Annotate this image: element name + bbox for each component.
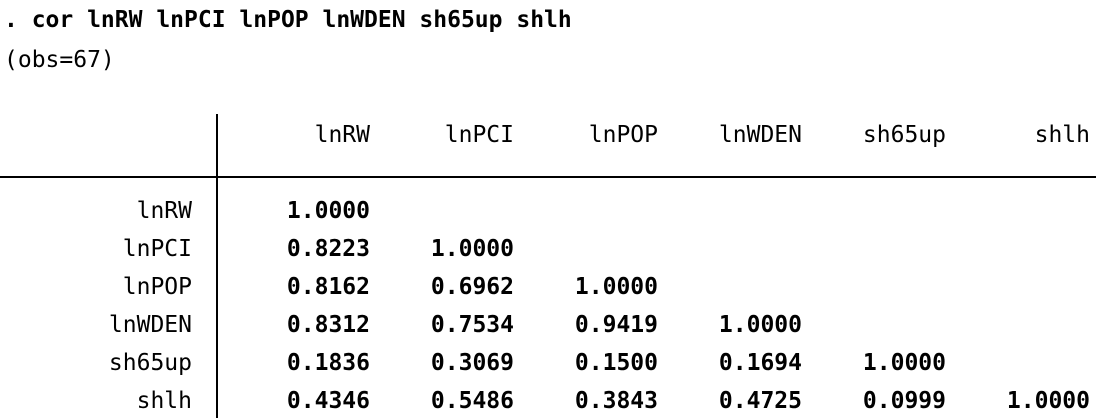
table-cell: 0.8223 [286, 236, 370, 262]
column-header-lnWDEN: lnWDEN [718, 122, 802, 148]
column-header-lnPOP: lnPOP [588, 122, 658, 148]
column-header-sh65up: sh65up [862, 122, 946, 148]
column-header-lnRW: lnRW [314, 122, 370, 148]
table-cell: 1.0000 [1006, 388, 1090, 414]
row-label-shlh: shlh [136, 388, 192, 414]
row-label-lnPCI: lnPCI [122, 236, 192, 262]
table-cell: 0.7534 [430, 312, 514, 338]
table-cell: 0.4725 [718, 388, 802, 414]
column-header-shlh: shlh [1034, 122, 1090, 148]
table-cell: 0.6962 [430, 274, 514, 300]
table-cell: 1.0000 [286, 198, 370, 224]
table-cell: 0.1836 [286, 350, 370, 376]
table-cell: 1.0000 [718, 312, 802, 338]
table-cell: 0.9419 [574, 312, 658, 338]
table-cell: 0.5486 [430, 388, 514, 414]
command-line: . cor lnRW lnPCI lnPOP lnWDEN sh65up shl… [4, 7, 572, 33]
obs-count: (obs=67) [4, 47, 115, 73]
table-cell: 0.4346 [286, 388, 370, 414]
table-cell: 1.0000 [862, 350, 946, 376]
table-cell: 0.0999 [862, 388, 946, 414]
table-header-divider [0, 176, 1096, 178]
row-label-lnWDEN: lnWDEN [108, 312, 192, 338]
row-label-lnPOP: lnPOP [122, 274, 192, 300]
row-label-lnRW: lnRW [136, 198, 192, 224]
column-header-lnPCI: lnPCI [444, 122, 514, 148]
row-label-sh65up: sh65up [108, 350, 192, 376]
table-cell: 0.8312 [286, 312, 370, 338]
table-cell: 0.1694 [718, 350, 802, 376]
table-cell: 1.0000 [430, 236, 514, 262]
table-row-label-divider [216, 114, 218, 418]
table-cell: 1.0000 [574, 274, 658, 300]
table-cell: 0.3069 [430, 350, 514, 376]
table-cell: 0.1500 [574, 350, 658, 376]
table-cell: 0.3843 [574, 388, 658, 414]
table-cell: 0.8162 [286, 274, 370, 300]
